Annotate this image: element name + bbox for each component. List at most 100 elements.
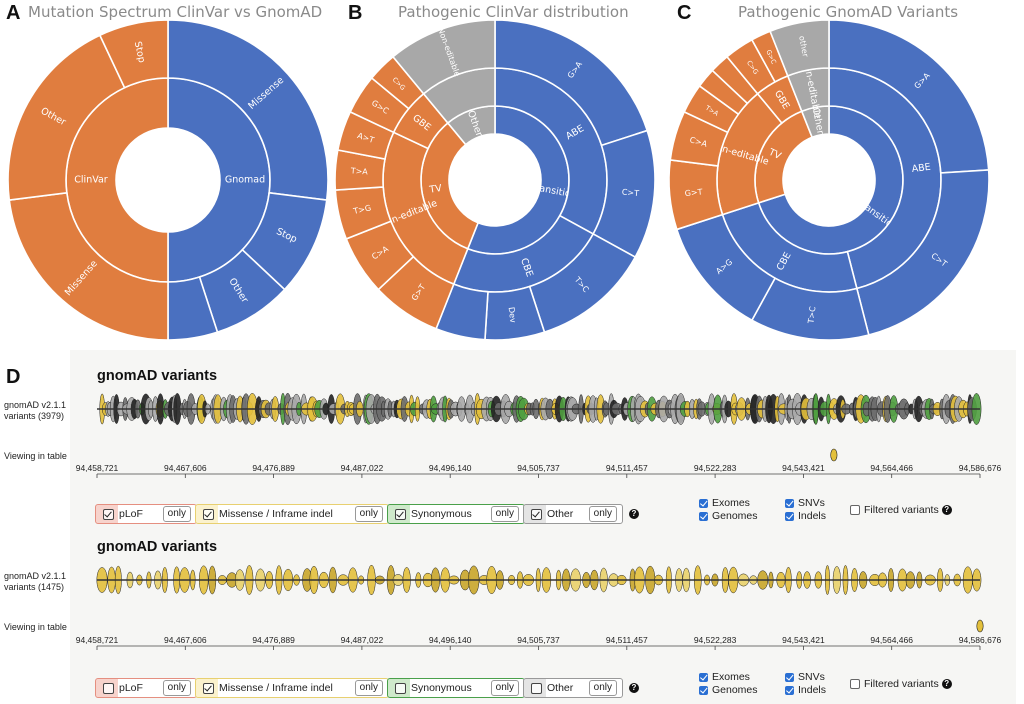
track-2-variant-lane[interactable]: 94,458,721 94,467,606 94,476,889 94,487,022… (70, 533, 1016, 663)
track-1-genomes-option[interactable]: Genomes (699, 510, 758, 522)
track-2-axis-tick-label: 94,564,466 (870, 635, 913, 645)
track-2-filtered-option[interactable]: Filtered variants? (850, 678, 952, 690)
track-2-legend-plof[interactable]: pLoF only (95, 678, 197, 698)
track-2-axis-tick-label: 94,522,283 (694, 635, 737, 645)
sunburst-1-ring-2-label-3: Dev (507, 307, 518, 324)
legend-label: Other (547, 508, 574, 520)
panel-letter-b: B (348, 2, 363, 24)
track-1-variant-lane[interactable]: 94,458,721 94,467,606 94,476,889 94,487,022… (70, 350, 1016, 490)
option-checkbox[interactable] (699, 685, 708, 695)
legend-checkbox[interactable] (531, 508, 542, 520)
sunburst-1-ring-0-label-1: TV (428, 183, 443, 196)
track-1-legend-other[interactable]: Other only (523, 504, 623, 524)
track-1-title: gnomAD variants (97, 368, 218, 384)
legend-only-button[interactable]: only (588, 680, 617, 696)
sunburst-1-ring-2-label-7: T>G (352, 203, 372, 216)
track-2-filtered-help-icon[interactable]: ? (941, 679, 952, 689)
track-1-axis-tick-label: 94,467,606 (164, 463, 207, 473)
option-checkbox[interactable] (699, 511, 708, 521)
sunburst-0-ring-1-segment-6 (98, 19, 169, 89)
track-1-row-label: gnomAD v2.1.1 variants (3979) (4, 400, 66, 422)
track-1-help-icon[interactable]: ? (629, 509, 639, 519)
option-label: SNVs (798, 671, 825, 683)
track-1-exomes-option[interactable]: Exomes (699, 497, 750, 509)
track-1-row-label-line2: variants (3979) (4, 411, 65, 421)
sunburst-2-ring-2-segment-11 (769, 19, 830, 77)
track-1-filtered-option[interactable]: Filtered variants? (850, 504, 952, 516)
track-2-legend-missense-inframe-indel[interactable]: Missense / Inframe indel only (195, 678, 389, 698)
legend-only-button[interactable]: only (162, 506, 191, 522)
track-2-title: gnomAD variants (97, 539, 218, 555)
gnomad-track-2: gnomAD variants gnomAD v2.1.1 variants (… (4, 533, 1016, 704)
option-label: Genomes (712, 510, 758, 522)
track-1-legend-synonymous[interactable]: Synonymous only (387, 504, 525, 524)
track-2-axis-tick-label: 94,458,721 (76, 635, 119, 645)
sunburst-1-ring-2-label-1: C>T (621, 188, 639, 199)
option-checkbox[interactable] (785, 511, 794, 521)
legend-only-button[interactable]: only (490, 680, 519, 696)
sunburst-2-ring-2-label-11: other (797, 35, 810, 58)
track-1-axis-tick-label: 94,511,457 (606, 463, 648, 473)
track-1-indels-option[interactable]: Indels (785, 510, 826, 522)
legend-label: Missense / Inframe indel (219, 682, 333, 694)
sunburst-2-ring-0-label-2: Other (810, 107, 826, 136)
legend-only-button[interactable]: only (162, 680, 191, 696)
legend-checkbox[interactable] (103, 682, 114, 694)
track-1-legend-missense-inframe-indel[interactable]: Missense / Inframe indel only (195, 504, 389, 524)
option-label: Exomes (712, 671, 750, 683)
sunburst-2-ring-2-label-2: T>C (806, 305, 817, 325)
track-2-axis-tick-label: 94,505,737 (517, 635, 560, 645)
sunburst-1-ring-2-segment-12 (391, 19, 496, 95)
option-checkbox[interactable] (785, 672, 794, 682)
option-checkbox[interactable] (850, 679, 860, 689)
track-2-indels-option[interactable]: Indels (785, 684, 826, 696)
track-1-axis-tick-label: 94,505,737 (517, 463, 560, 473)
option-label: Indels (798, 684, 827, 696)
track-2-table-marker[interactable] (976, 619, 984, 633)
panel-b-title: Pathogenic ClinVar distribution (398, 3, 629, 21)
panel-letter-a: A (6, 2, 21, 24)
track-1-axis-tick-label: 94,496,140 (429, 463, 472, 473)
option-checkbox[interactable] (785, 685, 794, 695)
track-2-legend-other[interactable]: Other only (523, 678, 623, 698)
track-1-snvs-option[interactable]: SNVs (785, 497, 825, 509)
track-2-table-label: Viewing in table (4, 622, 67, 632)
track-1-legend-plof[interactable]: pLoF only (95, 504, 197, 524)
track-2-help-icon[interactable]: ? (629, 683, 639, 693)
track-2-row-label-line1: gnomAD v2.1.1 (4, 571, 67, 581)
legend-checkbox[interactable] (103, 508, 114, 520)
legend-only-button[interactable]: only (588, 506, 617, 522)
track-2-legend-synonymous[interactable]: Synonymous only (387, 678, 525, 698)
track-1-axis-tick-label: 94,476,889 (252, 463, 295, 473)
option-checkbox[interactable] (785, 498, 794, 508)
track-2-exomes-option[interactable]: Exomes (699, 671, 750, 683)
panel-c-title: Pathogenic GnomAD Variants (738, 3, 959, 21)
track-1-table-marker[interactable] (830, 448, 838, 462)
track-2-axis-tick-label: 94,543,421 (782, 635, 825, 645)
option-checkbox[interactable] (699, 672, 708, 682)
legend-label: Other (547, 682, 574, 694)
track-1-legend: pLoF only Missense / Inframe indel only Syno… (95, 497, 1015, 524)
track-1-filtered-help-icon[interactable]: ? (941, 505, 952, 515)
track-2-axis-tick-label: 94,467,606 (164, 635, 207, 645)
track-2-genomes-option[interactable]: Genomes (699, 684, 758, 696)
panel-a-title: Mutation Spectrum ClinVar vs GnomAD (28, 3, 323, 21)
option-checkbox[interactable] (699, 498, 708, 508)
legend-checkbox[interactable] (531, 682, 542, 694)
legend-checkbox[interactable] (203, 508, 214, 520)
legend-checkbox[interactable] (203, 682, 214, 694)
option-label: SNVs (798, 497, 825, 509)
track-1-table-label: Viewing in table (4, 451, 67, 461)
legend-only-button[interactable]: only (490, 506, 519, 522)
legend-checkbox[interactable] (395, 508, 406, 520)
legend-checkbox[interactable] (395, 682, 406, 694)
track-2-axis-tick-label: 94,496,140 (429, 635, 472, 645)
legend-only-button[interactable]: only (354, 506, 383, 522)
track-2-snvs-option[interactable]: SNVs (785, 671, 825, 683)
option-checkbox[interactable] (850, 505, 860, 515)
track-2-axis-tick-label: 94,586,676 (959, 635, 1002, 645)
legend-only-button[interactable]: only (354, 680, 383, 696)
track-2-legend: pLoF only Missense / Inframe indel only Syno… (95, 671, 1015, 698)
